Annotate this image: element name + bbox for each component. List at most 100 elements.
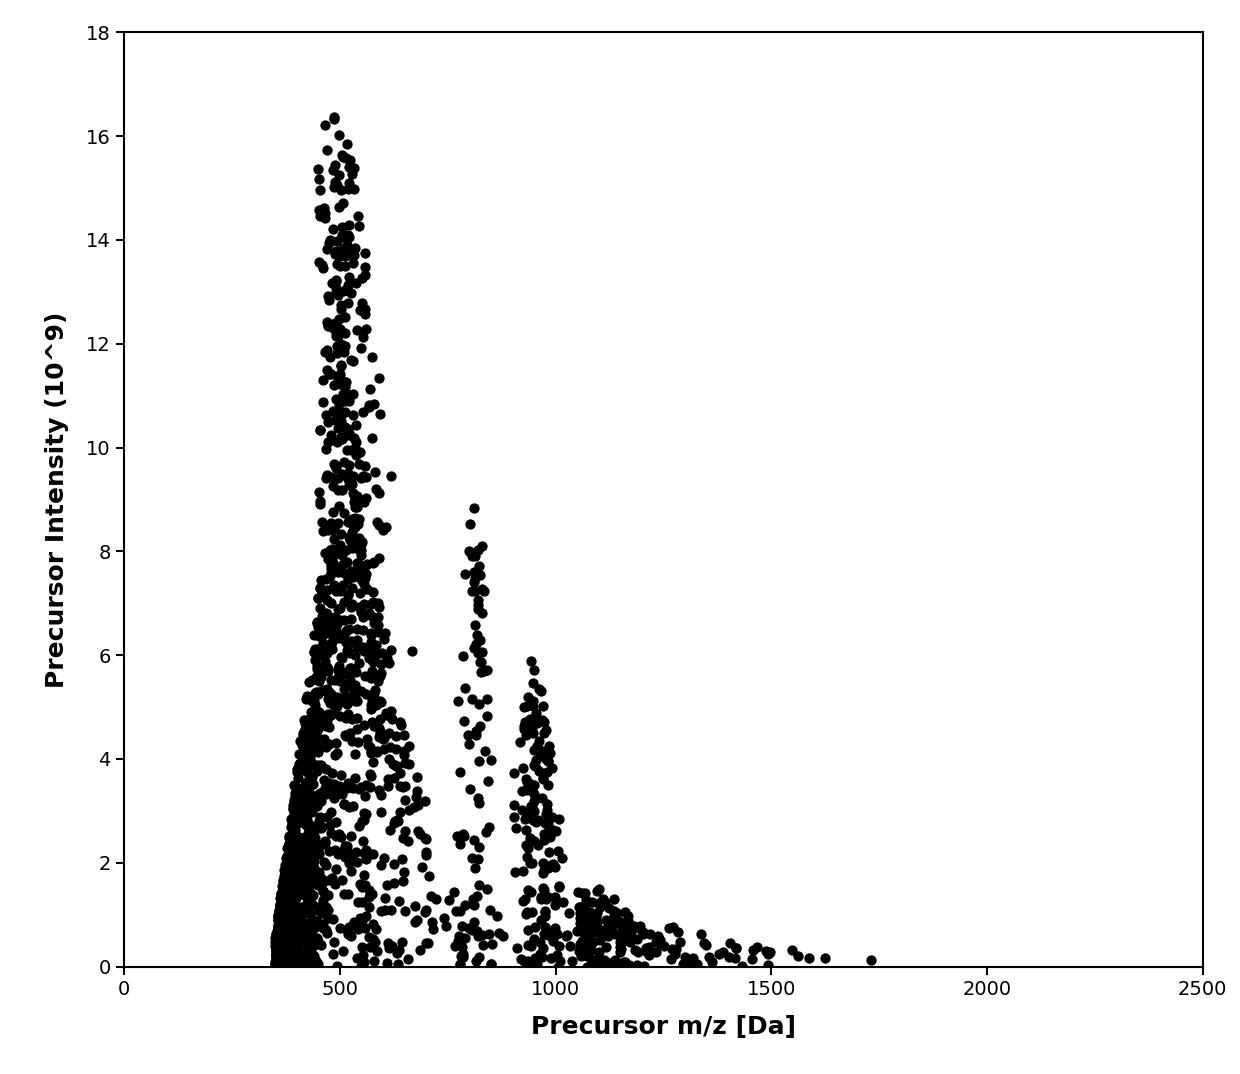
Point: [536, 858, 556, 875]
Point: [352, 403, 372, 420]
Point: [507, 939, 527, 956]
Point: [361, 768, 381, 785]
Point: [309, 863, 329, 881]
Point: [334, 611, 353, 628]
Point: [284, 777, 304, 794]
Point: [306, 818, 326, 836]
Point: [370, 726, 389, 743]
Point: [381, 702, 401, 720]
Point: [315, 832, 335, 850]
Point: [331, 296, 351, 314]
Point: [606, 956, 626, 973]
Point: [356, 787, 376, 804]
Point: [301, 845, 321, 862]
Point: [616, 925, 636, 942]
Point: [547, 926, 567, 943]
Point: [316, 582, 336, 599]
Point: [265, 953, 285, 970]
Point: [415, 793, 435, 810]
Point: [315, 209, 335, 227]
Point: [305, 947, 325, 964]
Point: [295, 812, 315, 829]
Point: [308, 913, 327, 930]
Point: [329, 166, 348, 184]
Point: [311, 877, 331, 895]
Point: [351, 875, 371, 892]
Point: [270, 906, 290, 924]
Point: [270, 889, 290, 906]
Point: [279, 898, 299, 915]
Point: [308, 743, 327, 760]
Point: [277, 942, 296, 959]
Point: [518, 839, 538, 856]
Point: [286, 846, 306, 863]
Point: [267, 940, 286, 957]
Point: [334, 148, 353, 165]
Y-axis label: Precursor Intensity (10^9): Precursor Intensity (10^9): [46, 311, 69, 687]
Point: [299, 899, 319, 916]
Point: [277, 889, 296, 906]
Point: [274, 872, 294, 889]
Point: [286, 938, 306, 955]
Point: [290, 870, 310, 887]
Point: [277, 850, 296, 867]
Point: [268, 926, 288, 943]
Point: [272, 900, 291, 917]
Point: [293, 793, 312, 810]
Point: [590, 931, 610, 948]
Point: [269, 905, 289, 923]
Point: [273, 946, 293, 963]
Point: [570, 904, 590, 921]
Point: [285, 798, 305, 815]
Point: [278, 947, 298, 964]
Point: [267, 956, 286, 973]
Point: [316, 441, 336, 459]
Point: [265, 939, 285, 956]
Point: [273, 943, 293, 960]
Point: [265, 954, 285, 971]
Point: [299, 750, 319, 767]
Point: [467, 626, 487, 643]
Point: [343, 487, 363, 504]
Point: [314, 730, 334, 748]
Point: [613, 955, 632, 972]
Point: [363, 553, 383, 570]
Point: [394, 863, 414, 881]
Point: [787, 947, 807, 964]
Point: [371, 902, 391, 919]
Point: [321, 764, 341, 781]
Point: [610, 939, 630, 956]
Point: [316, 681, 336, 698]
Point: [454, 827, 474, 844]
Point: [525, 931, 544, 948]
Point: [279, 829, 299, 846]
Point: [482, 935, 502, 953]
Point: [394, 743, 414, 760]
Point: [330, 657, 350, 674]
Point: [272, 884, 291, 901]
Point: [339, 706, 358, 723]
Point: [314, 372, 334, 389]
Point: [281, 854, 301, 871]
Point: [273, 898, 293, 915]
Point: [321, 610, 341, 627]
Point: [481, 956, 501, 973]
Point: [298, 924, 317, 941]
Point: [316, 362, 336, 379]
Point: [336, 419, 356, 436]
Point: [583, 933, 603, 950]
Point: [273, 903, 293, 920]
Point: [279, 921, 299, 939]
Point: [322, 521, 342, 538]
Point: [296, 816, 316, 833]
Point: [306, 740, 326, 757]
Point: [295, 914, 315, 931]
Point: [522, 854, 542, 871]
Point: [281, 815, 301, 832]
Point: [268, 944, 288, 961]
Point: [274, 916, 294, 933]
Point: [474, 937, 494, 954]
Point: [299, 847, 319, 865]
Point: [351, 604, 371, 621]
Point: [341, 563, 361, 580]
